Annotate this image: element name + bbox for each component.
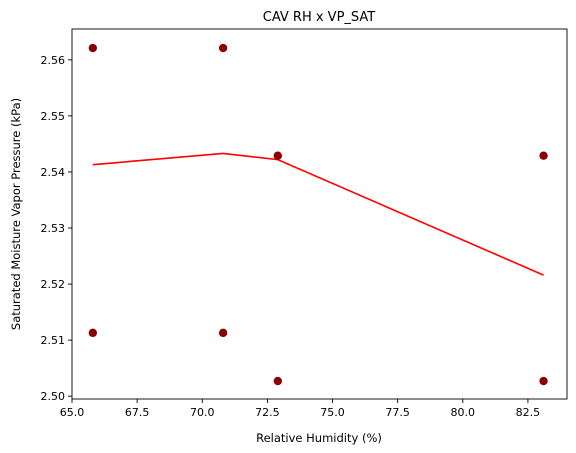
scatter-point <box>273 376 283 386</box>
scatter-point <box>539 151 548 160</box>
x-axis-label: Relative Humidity (%) <box>256 431 382 445</box>
chart-title: CAV RH x VP_SAT <box>263 10 376 25</box>
x-tick-label: 67.5 <box>125 406 150 419</box>
scatter-point <box>218 328 228 338</box>
scatter-point <box>88 328 98 338</box>
y-axis-label: Saturated Moisture Vapor Pressure (kPa) <box>9 98 23 330</box>
y-tick-label: 2.55 <box>41 110 66 123</box>
x-tick-label: 65.0 <box>60 406 85 419</box>
x-tick-label: 70.0 <box>190 406 215 419</box>
y-axis: 2.50 2.51 2.52 2.53 2.54 2.55 2.56 <box>41 54 72 403</box>
plot-frame <box>71 28 568 400</box>
y-tick-label: 2.53 <box>41 222 66 235</box>
plot-marks <box>88 43 548 386</box>
y-tick-label: 2.52 <box>41 278 66 291</box>
y-tick-label: 2.50 <box>41 390 66 403</box>
x-tick-label: 82.5 <box>516 406 541 419</box>
scatter-point <box>539 376 548 386</box>
scatter-point <box>88 43 98 53</box>
y-tick-label: 2.54 <box>41 166 66 179</box>
scatter-point <box>273 151 283 160</box>
scatter-point <box>218 43 228 53</box>
x-tick-label: 72.5 <box>255 406 280 419</box>
trend-line <box>92 152 544 276</box>
x-tick-label: 80.0 <box>451 406 476 419</box>
x-axis: 65.0 67.5 70.0 72.5 75.0 77.5 80.0 82.5 <box>60 399 540 419</box>
x-tick-label: 77.5 <box>385 406 410 419</box>
y-tick-label: 2.51 <box>41 334 66 347</box>
x-tick-label: 75.0 <box>320 406 345 419</box>
y-tick-label: 2.56 <box>41 54 66 67</box>
